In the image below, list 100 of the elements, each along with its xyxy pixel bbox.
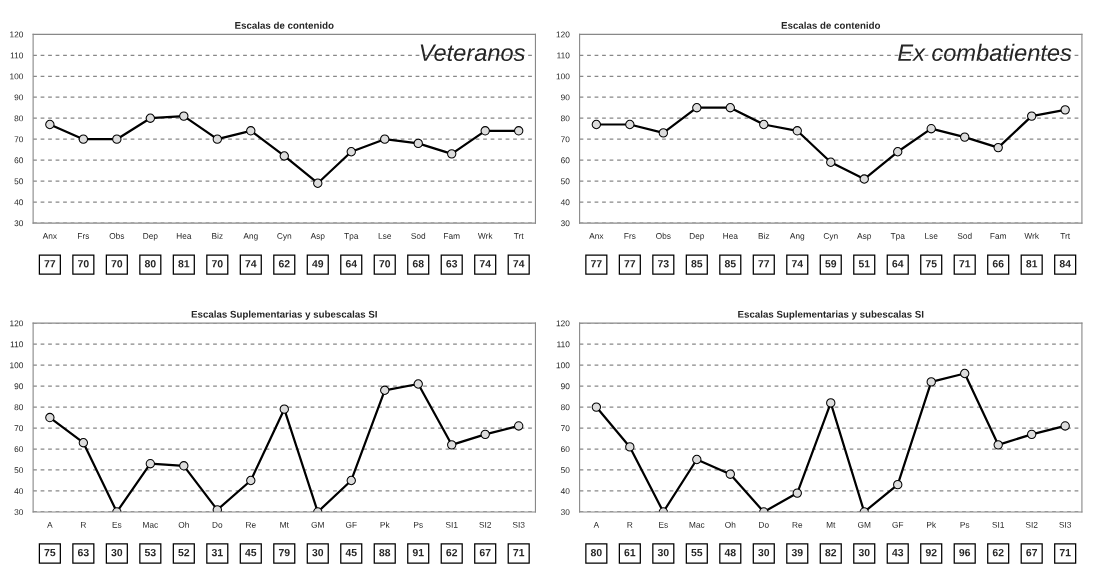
x-tick-label: Wrk (477, 232, 493, 239)
x-tick-label: GM (857, 521, 871, 528)
point (413, 138, 423, 149)
data-label: 91 (412, 548, 424, 557)
x-tick-label: SI3 (512, 521, 525, 528)
data-label: 55 (691, 548, 703, 557)
x-tick-label: Pk (380, 521, 390, 528)
x-tick-label: Trt (513, 233, 524, 239)
x-tick-label: Cyn (277, 233, 292, 241)
point (1060, 105, 1070, 115)
point (725, 103, 735, 113)
x-tick-label: Mac (143, 521, 158, 528)
x-tick-label: GF (345, 521, 357, 528)
point (591, 119, 602, 130)
y-tick-label: 80 (560, 404, 570, 411)
y-tick-label: 110 (10, 52, 24, 59)
data-label: 63 (446, 260, 458, 268)
point (826, 157, 836, 167)
point (1027, 111, 1037, 121)
data-label: 51 (858, 260, 870, 268)
y-tick-label: 80 (14, 404, 24, 411)
data-label: 73 (657, 260, 669, 268)
y-tick-label: 70 (561, 136, 570, 143)
point (45, 412, 55, 423)
point (993, 142, 1003, 153)
point (380, 385, 390, 395)
x-tick-label: Do (212, 521, 223, 528)
point (246, 126, 256, 136)
y-tick-label: 50 (14, 178, 24, 185)
annotation: Ex combatientes (898, 43, 1072, 62)
y-tick-label: 80 (560, 115, 570, 122)
data-label: 74 (513, 260, 525, 268)
point (346, 147, 356, 157)
data-label: 30 (657, 548, 669, 557)
data-label: 67 (1026, 548, 1038, 557)
y-tick-label: 90 (561, 383, 570, 390)
point (591, 402, 602, 412)
point (960, 132, 970, 142)
data-label: 70 (111, 260, 123, 268)
x-tick-label: Tpa (890, 233, 905, 241)
x-tick-label: Obs (656, 232, 671, 239)
point (480, 429, 490, 440)
data-label: 77 (758, 260, 770, 268)
data-label: 71 (1059, 548, 1071, 557)
y-tick-label: 110 (557, 52, 570, 59)
point (993, 440, 1003, 450)
y-tick-label: 50 (560, 467, 570, 474)
data-label: 62 (992, 548, 1004, 557)
data-label: 61 (624, 548, 636, 557)
y-tick-label: 100 (556, 362, 570, 369)
point (413, 379, 423, 389)
x-tick-label: Hea (176, 233, 192, 239)
y-tick-label: 100 (10, 73, 24, 80)
point (625, 442, 635, 452)
y-tick-label: 120 (10, 320, 24, 327)
point (179, 111, 189, 121)
point (380, 134, 390, 144)
data-label: 43 (892, 548, 904, 557)
point (145, 459, 156, 469)
data-label: 70 (211, 260, 223, 268)
point (45, 119, 55, 130)
data-label: 52 (178, 548, 190, 557)
y-tick-label: 60 (14, 157, 24, 164)
annotation: Veteranos (420, 44, 525, 62)
y-tick-label: 40 (14, 488, 24, 495)
y-tick-label: 120 (556, 31, 570, 38)
data-label: 81 (1026, 260, 1038, 268)
point (792, 126, 802, 136)
point (1027, 429, 1037, 440)
point (514, 421, 524, 431)
x-tick-label: Biz (212, 232, 223, 239)
point (960, 368, 970, 379)
x-tick-label: Anx (42, 233, 57, 239)
point (692, 454, 702, 465)
data-label: 80 (590, 548, 602, 557)
y-tick-label: 30 (560, 220, 570, 227)
y-tick-label: 120 (10, 31, 24, 38)
data-label: 49 (312, 260, 324, 268)
x-tick-label: Mt (280, 521, 289, 528)
data-label: 64 (892, 260, 904, 268)
x-tick-label: Frs (624, 233, 636, 239)
x-tick-label: Dep (689, 233, 705, 241)
chart-title: Escalas de contenido (781, 21, 881, 29)
data-label: 88 (379, 548, 391, 557)
data-label: 71 (959, 260, 971, 268)
point (692, 103, 702, 113)
data-label: 63 (77, 548, 89, 557)
y-tick-label: 110 (10, 341, 24, 348)
point (480, 126, 490, 136)
point (78, 438, 89, 448)
x-tick-label: Ang (243, 233, 258, 241)
x-tick-label: Asp (310, 233, 325, 241)
x-tick-label: Dep (143, 233, 158, 241)
point (926, 124, 936, 134)
point (279, 151, 289, 161)
data-label: 45 (245, 548, 257, 557)
point (1060, 421, 1070, 431)
x-tick-label: Asp (857, 233, 872, 241)
point (826, 398, 836, 408)
data-label: 45 (345, 548, 357, 557)
